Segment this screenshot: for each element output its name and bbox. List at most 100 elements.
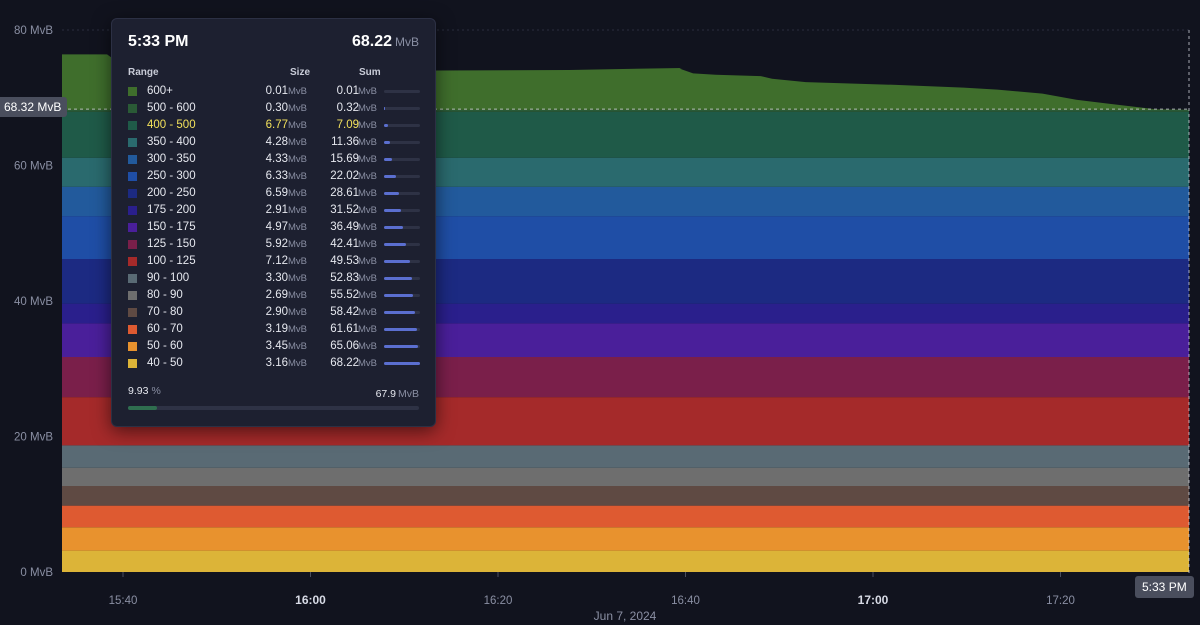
row-size: 0.01 [265, 85, 288, 97]
swatch-icon [128, 325, 137, 334]
tooltip-row: 50 - 60 3.45 MvB 65.06 MvB [128, 338, 421, 355]
tooltip-progress-fill [128, 406, 157, 410]
row-sum: 0.32 [336, 102, 359, 114]
row-size-unit: MvB [288, 239, 307, 250]
row-range: 600+ [147, 85, 173, 97]
tooltip-row: 500 - 600 0.30 MvB 0.32 MvB [128, 100, 421, 117]
row-sum-unit: MvB [358, 324, 377, 335]
tooltip-footer-value: 67.9 MvB [376, 388, 419, 400]
tooltip-row: 250 - 300 6.33 MvB 22.02 MvB [128, 168, 421, 185]
footer-value: 67.9 [375, 388, 396, 400]
row-sum: 28.61 [330, 187, 359, 199]
y-tick-label: 0 MvB [20, 567, 53, 579]
row-range: 40 - 50 [147, 357, 183, 369]
row-size: 5.92 [265, 238, 288, 250]
row-sum-bar-fill [384, 345, 419, 348]
tooltip-row: 40 - 50 3.16 MvB 68.22 MvB [128, 355, 421, 372]
swatch-icon [128, 359, 137, 368]
y-tick-label: 80 MvB [14, 25, 53, 37]
row-size-unit: MvB [288, 154, 307, 165]
row-sum-bar [384, 260, 420, 263]
swatch-icon [128, 189, 137, 198]
swatch-icon [128, 206, 137, 215]
swatch-icon [128, 342, 137, 351]
tooltip-row: 400 - 500 6.77 MvB 7.09 MvB [128, 117, 421, 134]
area-series-70-80 [62, 485, 1189, 506]
swatch-icon [128, 138, 137, 147]
row-sum-bar-fill [384, 192, 400, 195]
tooltip-header: 5:33 PM 68.22 MvB [128, 33, 419, 57]
area-series-80-90 [62, 467, 1189, 486]
row-size-unit: MvB [288, 137, 307, 148]
row-size-unit: MvB [288, 307, 307, 318]
row-sum-bar [384, 107, 420, 110]
hover-y-badge: 68.32 MvB [0, 97, 68, 117]
area-series-50-60 [62, 527, 1189, 551]
row-size-unit: MvB [288, 222, 307, 233]
row-size: 0.30 [265, 102, 288, 114]
row-sum-bar-fill [384, 226, 404, 229]
tooltip-total-value: 68.22 [351, 33, 392, 50]
x-date-label: Jun 7, 2024 [594, 609, 657, 623]
row-size: 2.90 [265, 306, 288, 318]
row-sum-bar [384, 192, 420, 195]
row-sum-unit: MvB [358, 86, 377, 97]
x-tick-label: 17:20 [1046, 595, 1075, 607]
row-range: 50 - 60 [147, 340, 183, 352]
row-sum-bar-fill [384, 209, 401, 212]
hover-x-badge: 5:33 PM [1135, 576, 1194, 598]
row-sum-bar-fill [384, 294, 414, 297]
footer-percent-value: 9.93 [128, 385, 149, 397]
row-sum-unit: MvB [358, 273, 377, 284]
row-size-unit: MvB [288, 341, 307, 352]
area-series-40-50 [62, 550, 1189, 572]
row-size: 4.33 [265, 153, 288, 165]
row-sum: 49.53 [330, 255, 359, 267]
row-size: 6.59 [265, 187, 288, 199]
row-sum: 0.01 [336, 85, 359, 97]
row-range: 70 - 80 [147, 306, 183, 318]
row-sum-unit: MvB [358, 205, 377, 216]
row-sum-unit: MvB [358, 290, 377, 301]
row-sum-bar-fill [384, 362, 420, 365]
x-tick-label: 15:40 [109, 595, 138, 607]
tooltip-row: 600+ 0.01 MvB 0.01 MvB [128, 83, 421, 100]
row-sum-unit: MvB [358, 154, 377, 165]
row-sum-bar [384, 277, 420, 280]
row-sum-bar [384, 345, 420, 348]
row-size: 2.69 [265, 289, 288, 301]
row-size: 3.45 [265, 340, 288, 352]
row-size-unit: MvB [288, 188, 307, 199]
row-sum-unit: MvB [358, 358, 377, 369]
row-sum-bar [384, 209, 420, 212]
footer-percent-unit: % [151, 385, 161, 397]
row-sum-bar-fill [384, 141, 390, 144]
row-range: 250 - 300 [147, 170, 196, 182]
row-size-unit: MvB [288, 273, 307, 284]
tooltip-row: 350 - 400 4.28 MvB 11.36 MvB [128, 134, 421, 151]
area-series-90-100 [62, 445, 1189, 468]
row-size: 3.19 [265, 323, 288, 335]
row-sum-bar [384, 362, 420, 365]
chart-tooltip: 5:33 PM 68.22 MvB Range Size Sum 600+ 0.01… [111, 18, 436, 427]
row-sum-unit: MvB [358, 188, 377, 199]
row-sum-bar [384, 158, 420, 161]
row-sum-bar [384, 90, 420, 93]
row-sum-unit: MvB [358, 103, 377, 114]
tooltip-row: 100 - 125 7.12 MvB 49.53 MvB [128, 253, 421, 270]
area-series-60-70 [62, 505, 1189, 528]
row-size: 3.30 [265, 272, 288, 284]
row-size-unit: MvB [288, 86, 307, 97]
tooltip-row: 200 - 250 6.59 MvB 28.61 MvB [128, 185, 421, 202]
row-size-unit: MvB [288, 205, 307, 216]
row-sum-unit: MvB [358, 239, 377, 250]
row-range: 175 - 200 [147, 204, 196, 216]
x-tick-label: 16:00 [295, 593, 326, 607]
row-sum-bar [384, 294, 420, 297]
row-size-unit: MvB [288, 324, 307, 335]
swatch-icon [128, 155, 137, 164]
column-header-size: Size [290, 67, 311, 78]
row-sum-bar-fill [384, 243, 407, 246]
row-range: 400 - 500 [147, 119, 196, 131]
row-sum-unit: MvB [358, 307, 377, 318]
